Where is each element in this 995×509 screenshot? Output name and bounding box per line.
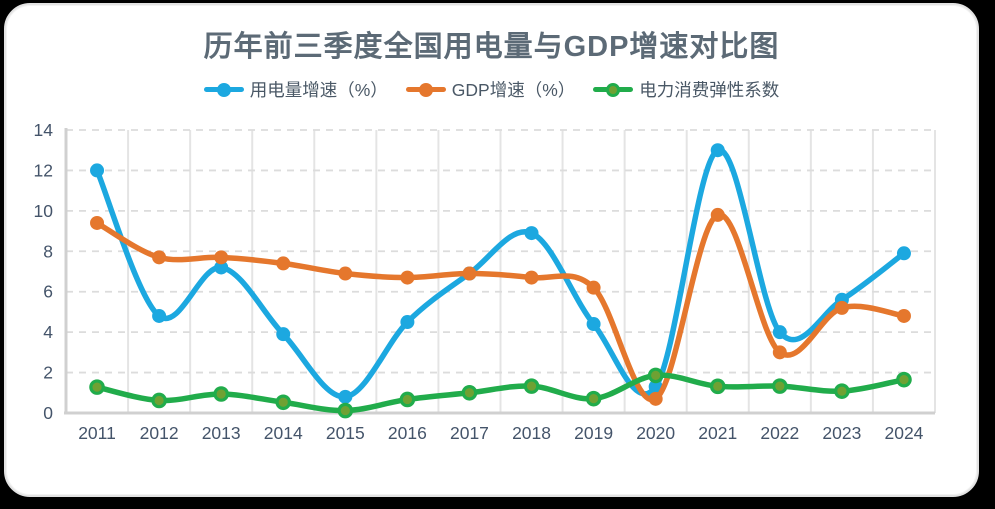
legend-item-elasticity: 电力消费弹性系数 — [593, 77, 779, 102]
legend-line-dot-icon — [593, 82, 634, 97]
legend-label: 用电量增速（%） — [249, 80, 388, 100]
legend-line-dot-icon — [203, 82, 244, 97]
legend-item-gdp-growth: GDP增速（%） — [405, 77, 576, 102]
legend-label: GDP增速（%） — [451, 80, 576, 100]
legend-line-dot-icon — [405, 82, 446, 97]
chart-legend: 用电量增速（%） GDP增速（%） 电力消费弹性系数 — [6, 77, 977, 102]
chart-title: 历年前三季度全国用电量与GDP增速对比图 — [203, 31, 780, 63]
chart-card: 历年前三季度全国用电量与GDP增速对比图 用电量增速（%） GDP增速（%） 电… — [4, 3, 979, 497]
legend-item-electricity-growth: 用电量增速（%） — [203, 77, 388, 102]
legend-label: 电力消费弹性系数 — [639, 80, 780, 100]
